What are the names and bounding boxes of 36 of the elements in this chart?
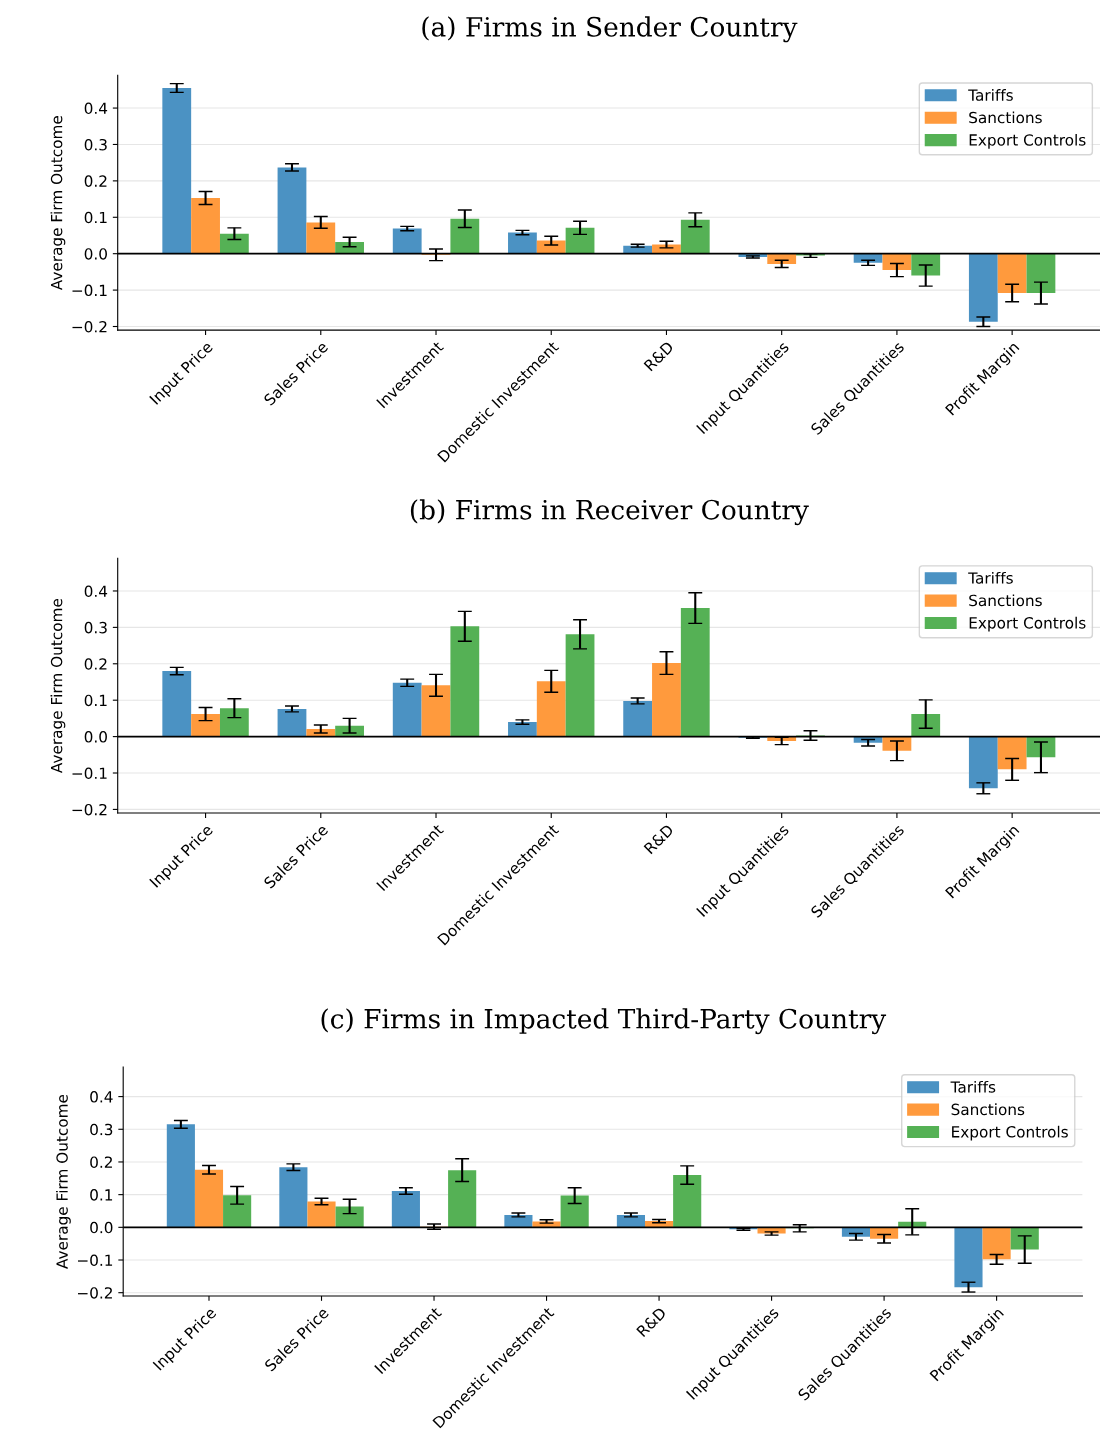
legend-label: Export Controls (969, 616, 1086, 632)
chart-title: (a) Firms in Sender Country (422, 16, 798, 43)
y-tick-label: 0.0 (84, 248, 107, 260)
y-tick-label: 0.2 (90, 1156, 112, 1168)
legend-label: Tariffs (968, 89, 1013, 101)
y-tick-label: −0.1 (72, 284, 107, 297)
y-tick-label: 0.0 (90, 1221, 113, 1234)
y-axis-title: Average Firm Outcome (56, 1094, 71, 1269)
legend-label: Sanctions (969, 594, 1042, 607)
chart-title: (c) Firms in Impacted Third-Party Country (321, 1008, 887, 1035)
legend-label: Sanctions (969, 111, 1042, 124)
y-tick-label: 0.1 (84, 211, 107, 224)
y-tick-label: 0.1 (90, 1189, 113, 1201)
y-axis-title: Average Firm Outcome (50, 116, 66, 291)
chart-title: (b) Firms in Receiver Country (410, 499, 809, 526)
y-tick-label: 0.3 (90, 1123, 113, 1136)
y-tick-label: 0.2 (84, 175, 107, 187)
y-tick-label: −0.2 (78, 1287, 112, 1299)
y-tick-label: 0.1 (84, 694, 107, 707)
y-tick-label: 0.0 (84, 731, 107, 743)
y-tick-label: −0.2 (72, 320, 107, 333)
legend-label: Tariffs (950, 1080, 996, 1093)
y-axis-title: Average Firm Outcome (50, 598, 66, 774)
y-tick-label: −0.2 (72, 803, 107, 816)
y-tick-label: 0.4 (90, 1091, 113, 1103)
y-tick-label: 0.3 (84, 621, 107, 634)
y-tick-label: 0.4 (84, 585, 108, 597)
legend-label: Sanctions (951, 1103, 1025, 1116)
y-tick-label: −0.1 (78, 1254, 113, 1267)
legend-label: Tariffs (968, 571, 1013, 584)
y-tick-label: −0.1 (72, 767, 107, 780)
y-tick-label: 0.4 (84, 102, 108, 115)
legend-label: Export Controls (969, 133, 1086, 149)
legend-label: Export Controls (952, 1125, 1068, 1141)
y-tick-label: 0.2 (84, 658, 107, 670)
y-tick-label: 0.3 (84, 138, 107, 151)
